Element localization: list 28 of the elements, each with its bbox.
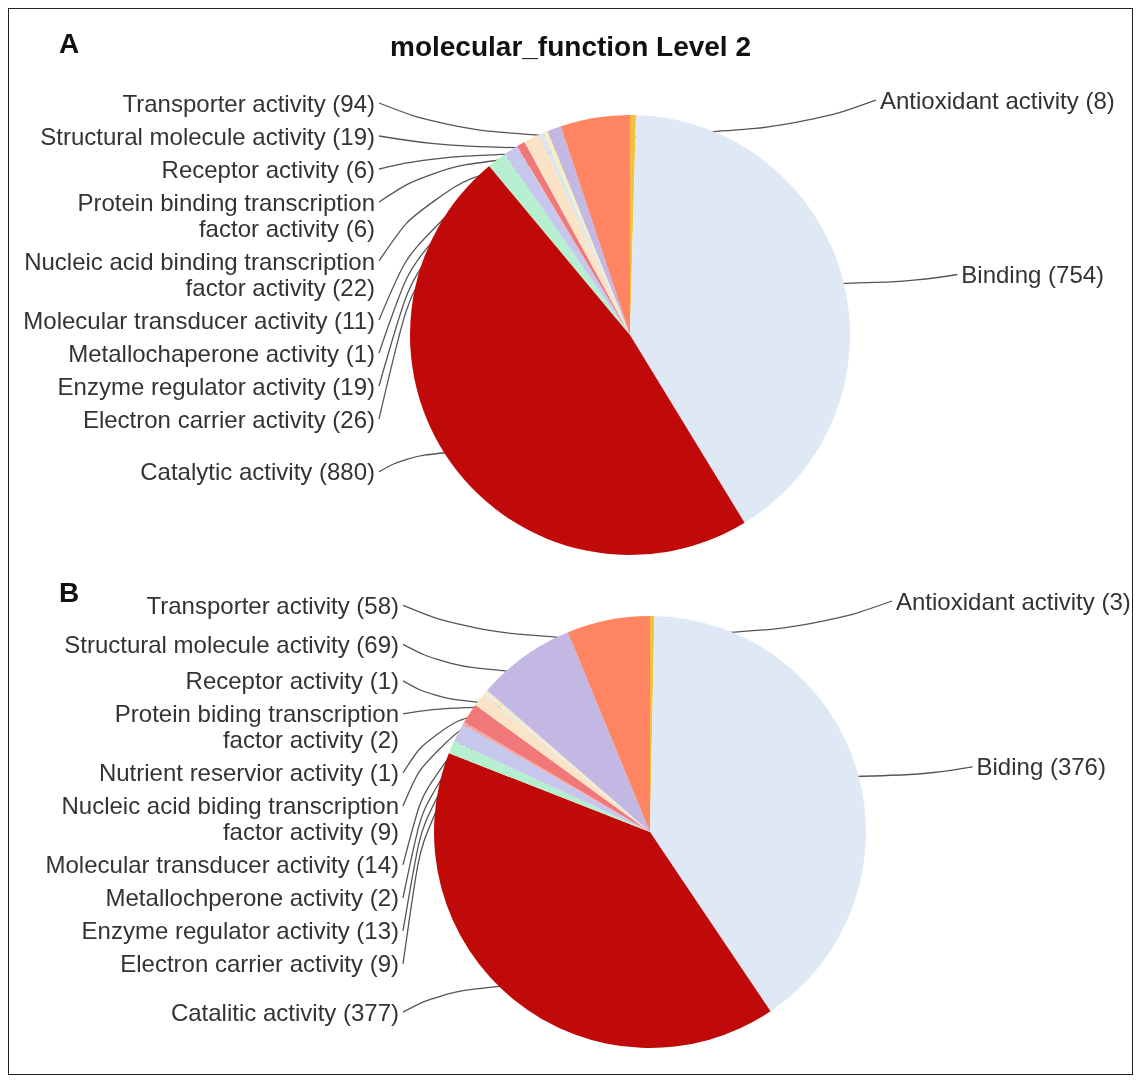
slice-label: Catalytic activity (880): [140, 458, 375, 486]
slice-label: Structural molecule activity (19): [40, 122, 375, 150]
slice-label: Binding (754): [961, 261, 1105, 288]
text: B: [59, 576, 80, 608]
slice-label: Metallochperone activity (2): [105, 884, 399, 912]
slice-label: Protein biding transcription factor activity (2): [114, 700, 399, 754]
text: A: [59, 27, 80, 59]
slice-label: Molecular transducer activity (11): [23, 306, 375, 334]
slice-label: Electron carrier activity (26): [82, 405, 375, 433]
slice-label: Transporter activity (58): [146, 591, 399, 619]
slice-label: Protein binding transcription factor activity (6): [77, 188, 375, 242]
slice-label: Molecular transducer activity (14): [45, 851, 399, 879]
slice-label: Receptor activity (6): [161, 155, 375, 183]
slice-label: Receptor activity (1): [185, 667, 399, 695]
slice-label: Enzyme regulator activity (19): [57, 372, 375, 400]
slice-label: Nutrient reservior activity (1): [98, 759, 399, 787]
slice-label: Nucleic acid binding transcription factor activity (22): [24, 247, 375, 301]
slice-label: Structural molecule activity (69): [64, 630, 399, 658]
slice-label: Antioxidant activity (3): [896, 587, 1131, 615]
slice-label: Enzyme regulator activity (13): [81, 917, 399, 945]
slice-label: Biding (376): [976, 753, 1106, 781]
slice-label: Antioxidant activity (8): [880, 86, 1115, 114]
slice-label: Catalitic activity (377): [170, 998, 399, 1026]
chart-title: molecular_function Level 2: [390, 30, 751, 62]
slice-label: Transporter activity (94): [122, 89, 375, 117]
slice-label: Electron carrier activity (9): [120, 950, 399, 978]
slice-label: Metallochaperone activity (1): [68, 339, 375, 367]
slice-label: Nucleic acid biding transcription factor activity (9): [61, 792, 399, 846]
